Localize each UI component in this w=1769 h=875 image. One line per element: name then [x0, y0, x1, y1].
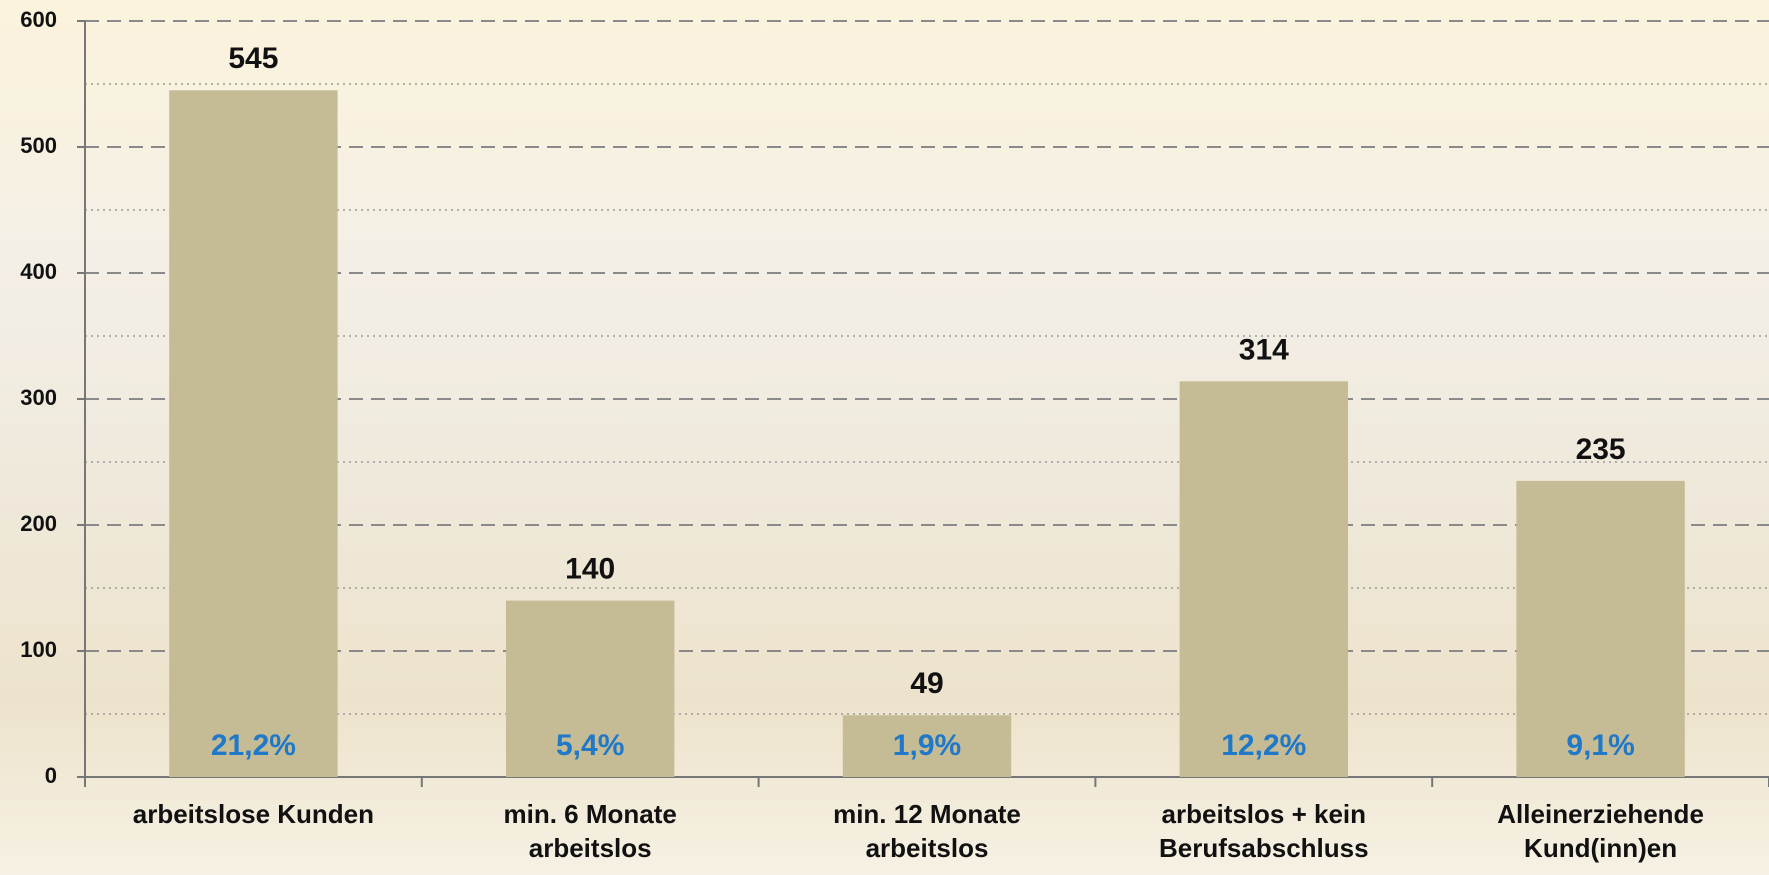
chart-page: 0 100 200 300 400 500 600 545 21,2% 140 5,4% 49 1,9%…: [0, 0, 1769, 875]
bar: [1180, 381, 1348, 777]
value-label: 314: [1239, 333, 1289, 366]
share-label: 1,9%: [893, 729, 961, 762]
share-label: 5,4%: [556, 729, 624, 762]
x-tick-label: min. 12 Monate arbeitslos: [787, 797, 1067, 865]
y-tick-label: 200: [20, 511, 57, 536]
chart: 0 100 200 300 400 500 600 545 21,2% 140 5,4% 49 1,9%…: [0, 0, 1769, 875]
value-label: 235: [1576, 433, 1626, 466]
value-label: 49: [910, 667, 943, 700]
share-label: 12,2%: [1221, 729, 1306, 762]
share-label: 9,1%: [1566, 729, 1634, 762]
x-tick-label: arbeitslos + kein Berufsabschluss: [1124, 797, 1404, 865]
x-tick-label: min. 6 Monate arbeitslos: [450, 797, 730, 865]
y-tick-label: 0: [45, 763, 57, 788]
y-tick-label: 400: [20, 259, 57, 284]
value-label: 140: [565, 553, 615, 586]
bar: [169, 90, 337, 777]
y-tick-label: 100: [20, 637, 57, 662]
x-tick-label: arbeitslose Kunden: [113, 797, 393, 831]
value-label: 545: [228, 42, 278, 75]
y-tick-label: 300: [20, 385, 57, 410]
y-tick-label: 500: [20, 133, 57, 158]
x-tick-label: Alleinerziehende Kund(inn)en: [1461, 797, 1741, 865]
y-tick-label: 600: [20, 7, 57, 32]
share-label: 21,2%: [211, 729, 296, 762]
